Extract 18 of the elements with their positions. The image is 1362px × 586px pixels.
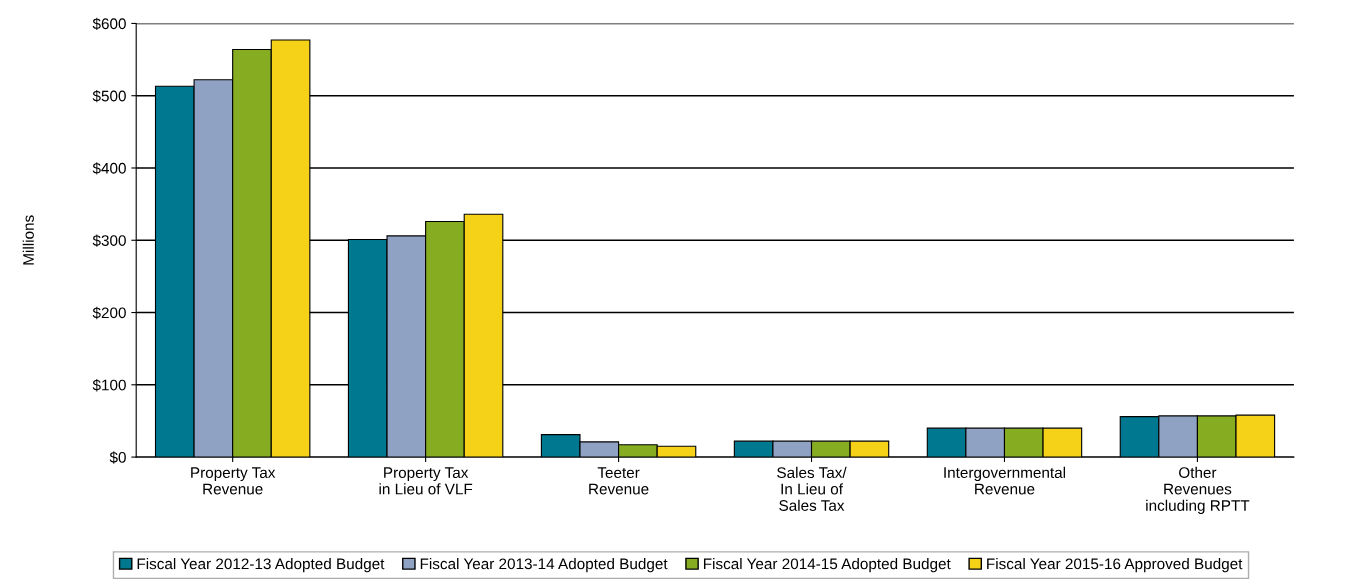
y-axis-title: Millions	[22, 215, 34, 265]
y-tick-label: $600	[92, 17, 126, 31]
y-tick-label: $500	[92, 89, 126, 103]
legend-label: Fiscal Year 2015-16 Approved Budget	[987, 558, 1243, 573]
x-tick-label: Teeter Revenue	[589, 467, 649, 495]
y-tick-label: $100	[92, 379, 126, 392]
x-tick-label: Property Tax Revenue	[191, 467, 276, 495]
legend-label: Fiscal Year 2012-13 Adopted Budget	[137, 558, 385, 573]
y-tick-label: $400	[92, 162, 126, 175]
x-tick-label: Other Revenues including RPTT	[1146, 466, 1250, 514]
y-tick-label: $200	[92, 306, 126, 320]
x-tick-label: Property Tax in Lieu of VLF	[379, 467, 473, 495]
x-tick-label: Intergovernmental Revenue	[944, 466, 1066, 495]
y-tick-label: $0	[109, 451, 126, 464]
x-tick-label: Sales Tax/ In Lieu of Sales Tax	[777, 466, 847, 511]
y-tick-label: $300	[92, 234, 126, 247]
legend-label: Fiscal Year 2014-15 Adopted Budget	[703, 558, 951, 573]
legend-label: Fiscal Year 2013-14 Adopted Budget	[420, 558, 668, 573]
